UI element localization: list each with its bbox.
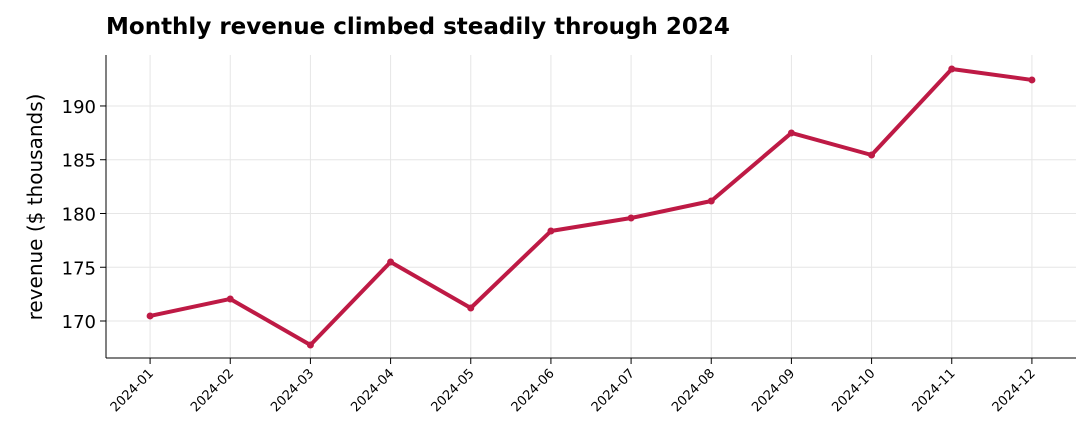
point [1028,76,1036,84]
x-tick-label: 2024-06 [509,366,558,415]
x-tick-label: 2024-02 [188,366,237,415]
point [627,214,635,222]
x-tick-label: 2024-10 [829,366,878,415]
point [467,304,475,312]
point [146,312,154,320]
point [547,227,555,235]
x-tick-label: 2024-03 [268,366,317,415]
point [387,258,395,266]
y-tick-label: 175 [62,258,96,279]
chart-title: Monthly revenue climbed steadily through… [106,14,730,40]
point [226,295,234,303]
x-tick-label: 2024-04 [348,366,397,415]
x-tick-label: 2024-07 [589,366,638,415]
point [306,341,314,349]
x-tick-label: 2024-11 [910,366,959,415]
point [948,65,956,73]
y-tick-label: 180 [62,204,96,225]
y-tick-label: 185 [62,151,96,172]
point [868,151,876,159]
y-tick-label: 190 [62,97,96,118]
y-axis-label: revenue ($ thousands) [23,94,47,321]
x-tick-label: 2024-09 [749,366,798,415]
y-tick-label: 170 [62,312,96,333]
x-tick-label: 2024-05 [429,366,478,415]
x-tick-label: 2024-01 [108,366,157,415]
x-tick-label: 2024-08 [669,366,718,415]
point [787,129,795,137]
point [707,197,715,205]
line-series [149,66,1033,347]
x-tick-label: 2024-12 [990,366,1039,415]
